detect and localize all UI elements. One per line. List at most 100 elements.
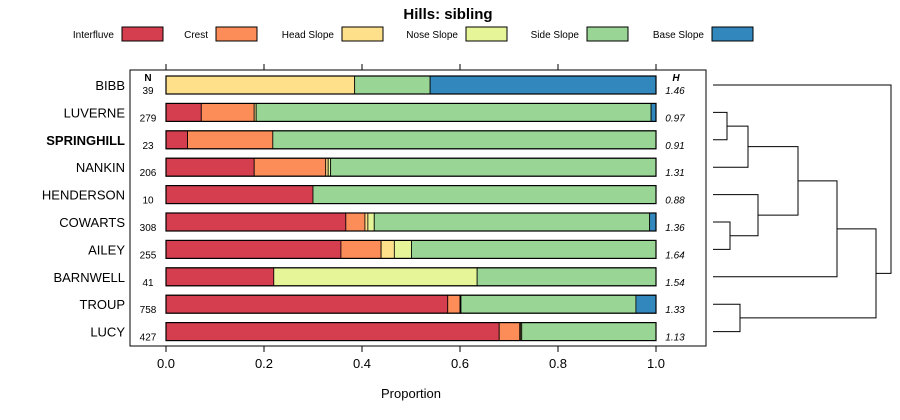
bar-segment [312,185,657,205]
row-h-value: 1.54 [665,278,685,289]
bar-segment [345,212,366,232]
bar-segment [165,322,500,342]
bar-row: LUCY 427 1.13 [90,322,685,344]
bar-row: AILEY 255 1.64 [88,239,685,261]
bar-segment [165,239,342,259]
bar-segment [411,239,657,259]
bar-segment [521,322,657,342]
bar-segment [649,212,657,232]
n-column-header: N [144,73,151,84]
plot-frame [129,69,707,347]
dendrogram-link [713,125,749,168]
bar-outline [165,185,657,205]
bar-row: SPRINGHILL 23 0.91 [46,130,685,152]
row-label: TROUP [80,297,126,312]
bar-segment [165,212,347,232]
bar-segment [253,157,327,177]
legend-label: Nose Slope [406,30,458,41]
x-tick-label: 0.6 [451,356,469,371]
legend-swatch [215,26,258,42]
bar-row: HENDERSON 10 0.88 [42,185,685,207]
x-tick-label: 1.0 [647,356,665,371]
row-h-value: 1.33 [665,305,685,316]
legend-swatch [465,26,508,42]
bar-segment [380,239,395,259]
bar-segment [165,157,255,177]
bar-row: COWARTS 308 1.36 [59,212,685,234]
bar-rows: BIBB 39 1.46 LUVERNE 279 0.97 SPRINGHILL 23 0.91… [42,75,685,344]
bar-segment [272,130,657,150]
legend-swatch [586,26,629,42]
bar-segment [200,103,255,122]
row-n-value: 206 [140,168,157,179]
bar-outline [165,130,657,150]
row-label: SPRINGHILL [46,133,125,148]
bar-segment [165,103,202,122]
bar-segment [340,239,382,259]
bar-row: TROUP 758 1.33 [80,294,685,316]
row-h-value: 1.64 [665,250,685,261]
bar-segment [255,103,652,122]
legend-swatch [121,26,164,42]
row-label: NANKIN [76,160,125,175]
row-n-value: 10 [142,196,154,207]
bar-segment [373,212,651,232]
row-n-value: 308 [140,223,157,234]
dendrogram-link [740,228,877,319]
legend-label: Interfluve [73,30,115,41]
bar-outline [165,212,657,232]
row-label: COWARTS [59,215,125,230]
bar-segment [476,267,657,287]
bar-outline [165,267,657,287]
dendrogram-link [713,221,731,250]
row-n-value: 23 [142,141,154,152]
bar-segment [165,75,356,95]
row-n-value: 758 [140,305,157,316]
row-h-value: 0.88 [665,196,685,207]
row-h-value: 1.46 [665,86,685,97]
dendrogram [713,84,892,333]
bar-segment [354,75,431,95]
legend: Interfluve Crest Head Slope Nose Slope Side … [73,26,754,42]
row-label: BARNWELL [53,270,125,285]
row-h-value: 0.97 [665,113,685,124]
bar-row: LUVERNE 279 0.97 [64,102,685,124]
dendrogram-link [713,194,759,237]
bar-segment [635,294,657,314]
bar-row: BIBB 39 1.46 [95,75,685,97]
row-h-value: 1.31 [665,168,684,179]
bar-outline [165,102,657,123]
bar-segment [460,294,637,314]
bar-outline [165,75,657,95]
bar-segment [447,294,461,314]
legend-label: Crest [184,30,208,41]
bar-segment [187,130,274,150]
h-column-header: H [672,73,680,84]
bar-segment [367,212,375,232]
bar-segment [165,267,275,287]
row-h-value: 1.36 [665,223,685,234]
bar-segment [393,239,412,259]
bar-segment [498,322,521,342]
row-label: LUCY [90,325,125,340]
row-n-value: 427 [140,333,157,344]
row-n-value: 41 [142,278,154,289]
bar-segment [165,294,449,314]
bar-segment [165,185,314,205]
row-n-value: 255 [140,250,157,261]
x-tick-label: 0.2 [255,356,273,371]
dendrogram-link [713,303,741,333]
bar-outline [165,239,657,259]
bar-segment [165,130,188,150]
bar-segment [273,267,478,287]
row-h-value: 1.13 [665,333,685,344]
row-n-value: 279 [140,113,157,124]
bar-outline [165,294,657,314]
legend-label: Base Slope [653,30,705,41]
chart-title: Hills: sibling [403,6,492,23]
bar-segment [429,75,657,95]
bar-segment [364,212,369,232]
x-tick-label: 0.8 [549,356,567,371]
row-label: LUVERNE [64,105,126,120]
